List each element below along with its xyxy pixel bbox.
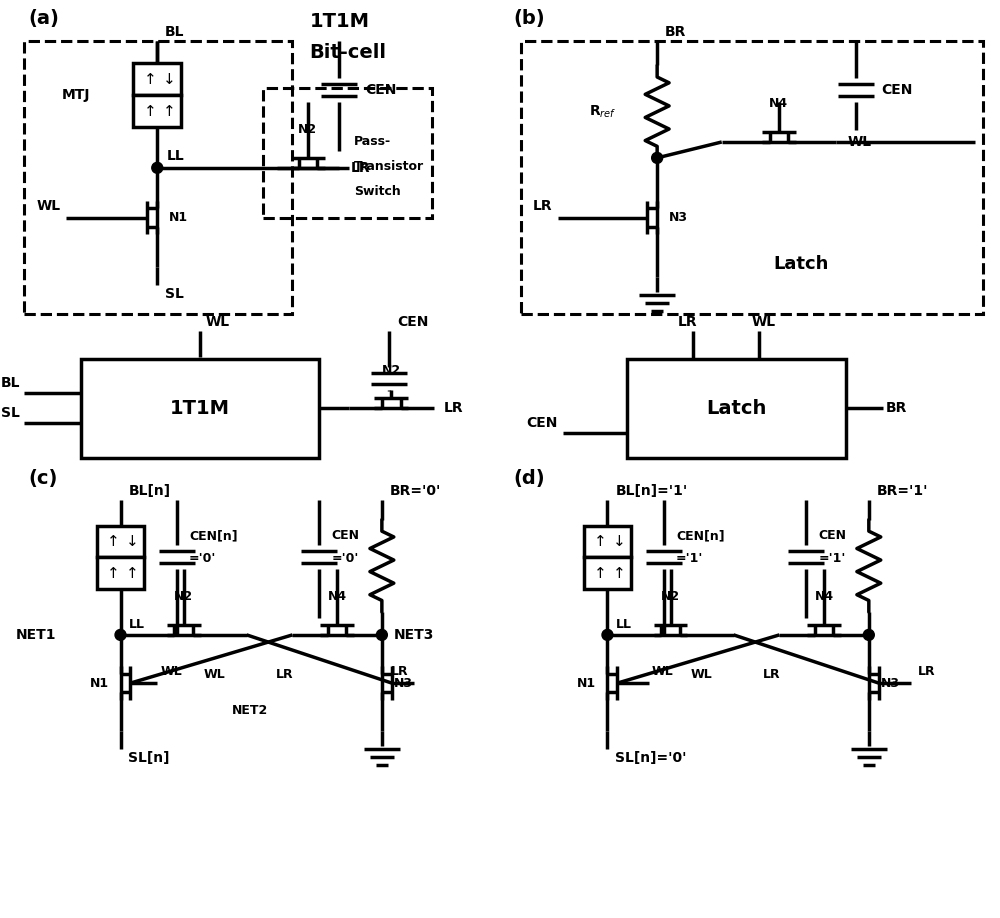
Text: ='1': ='1' [818,553,846,565]
Text: Pass-: Pass- [354,135,391,148]
Text: LR: LR [351,161,371,174]
Text: BR='1': BR='1' [877,484,928,498]
Text: ='1': ='1' [676,553,703,565]
Text: BR: BR [886,401,907,415]
Text: NET2: NET2 [232,704,268,718]
Circle shape [152,162,163,174]
Circle shape [652,152,663,163]
Text: Latch: Latch [706,398,767,418]
Text: CEN: CEN [331,530,359,543]
Text: BR: BR [665,25,686,39]
Text: N3: N3 [394,677,413,689]
Text: CEN[n]: CEN[n] [189,530,238,543]
Bar [24,40,292,314]
Bar [521,40,983,314]
Text: N2: N2 [174,590,193,603]
Text: SL: SL [165,287,184,301]
Text: N2: N2 [298,123,317,136]
Text: CEN: CEN [526,416,558,431]
Text: LR: LR [763,668,780,681]
Text: BR='0': BR='0' [390,484,441,498]
Text: (b): (b) [513,8,545,28]
Text: WL: WL [204,668,226,681]
Bar [97,557,144,589]
Text: LR: LR [443,401,463,415]
Text: $\uparrow\downarrow$: $\uparrow\downarrow$ [591,534,624,549]
Text: N3: N3 [881,677,900,689]
Text: WL: WL [160,666,182,678]
Circle shape [602,630,613,641]
Text: WL: WL [691,668,713,681]
Text: CEN[n]: CEN[n] [676,530,725,543]
Bar [81,359,319,458]
Text: BL[n]='1': BL[n]='1' [615,484,688,498]
Text: 1T1M: 1T1M [309,12,369,30]
Text: LL: LL [615,618,631,631]
Text: WL: WL [848,135,872,149]
Text: BL: BL [1,376,20,390]
Text: Switch: Switch [354,185,401,197]
Text: CEN: CEN [397,315,428,329]
Text: $\uparrow\uparrow$: $\uparrow\uparrow$ [104,565,137,581]
Text: NET3: NET3 [394,628,434,642]
Text: SL: SL [1,407,20,420]
Text: N4: N4 [328,590,347,603]
Text: SL[n]: SL[n] [128,751,170,766]
Text: BL[n]: BL[n] [128,484,171,498]
Text: NET1: NET1 [16,628,57,642]
Circle shape [863,630,874,641]
Text: N2: N2 [382,364,401,376]
Text: CEN: CEN [818,530,846,543]
Text: N1: N1 [169,211,188,224]
Text: N4: N4 [815,590,834,603]
Text: CEN: CEN [882,84,913,97]
Bar [133,63,181,95]
Text: Latch: Latch [774,255,829,274]
Bar [133,95,181,127]
Text: $\uparrow\downarrow$: $\uparrow\downarrow$ [104,534,137,549]
Text: $\uparrow\uparrow$: $\uparrow\uparrow$ [591,565,624,581]
Text: SL[n]='0': SL[n]='0' [615,751,687,766]
Text: LR: LR [678,315,698,329]
Text: N1: N1 [576,677,596,689]
Text: WL: WL [651,666,673,678]
Text: MTJ: MTJ [62,88,90,102]
Text: N3: N3 [669,211,688,224]
Text: ='0': ='0' [189,553,216,565]
Text: N2: N2 [661,590,680,603]
Text: $\uparrow\downarrow$: $\uparrow\downarrow$ [141,72,174,87]
Text: (c): (c) [28,469,57,487]
Text: LR: LR [391,666,409,678]
Bar [584,526,631,557]
Text: WL: WL [206,315,230,329]
Circle shape [115,630,126,641]
Text: WL: WL [37,198,61,213]
Text: $\uparrow\uparrow$: $\uparrow\uparrow$ [141,104,174,118]
Text: CEN: CEN [365,84,396,97]
Text: LL: LL [128,618,144,631]
Text: Transistor: Transistor [354,160,424,173]
Text: N4: N4 [769,97,788,110]
Bar [263,88,432,218]
Text: Bit-cell: Bit-cell [309,43,386,62]
Text: (d): (d) [513,469,545,487]
Text: LL: LL [167,149,185,162]
Text: BL: BL [165,25,185,39]
Text: (a): (a) [28,8,59,28]
Text: LR: LR [276,668,293,681]
Text: LR: LR [918,666,935,678]
Bar [97,526,144,557]
Circle shape [376,630,387,641]
Text: R$_{ref}$: R$_{ref}$ [589,104,616,120]
Bar [584,557,631,589]
Text: LR: LR [533,198,553,213]
Text: 1T1M: 1T1M [170,398,230,418]
Text: WL: WL [751,315,776,329]
Text: ='0': ='0' [331,553,359,565]
Text: N1: N1 [89,677,109,689]
Bar [627,359,846,458]
